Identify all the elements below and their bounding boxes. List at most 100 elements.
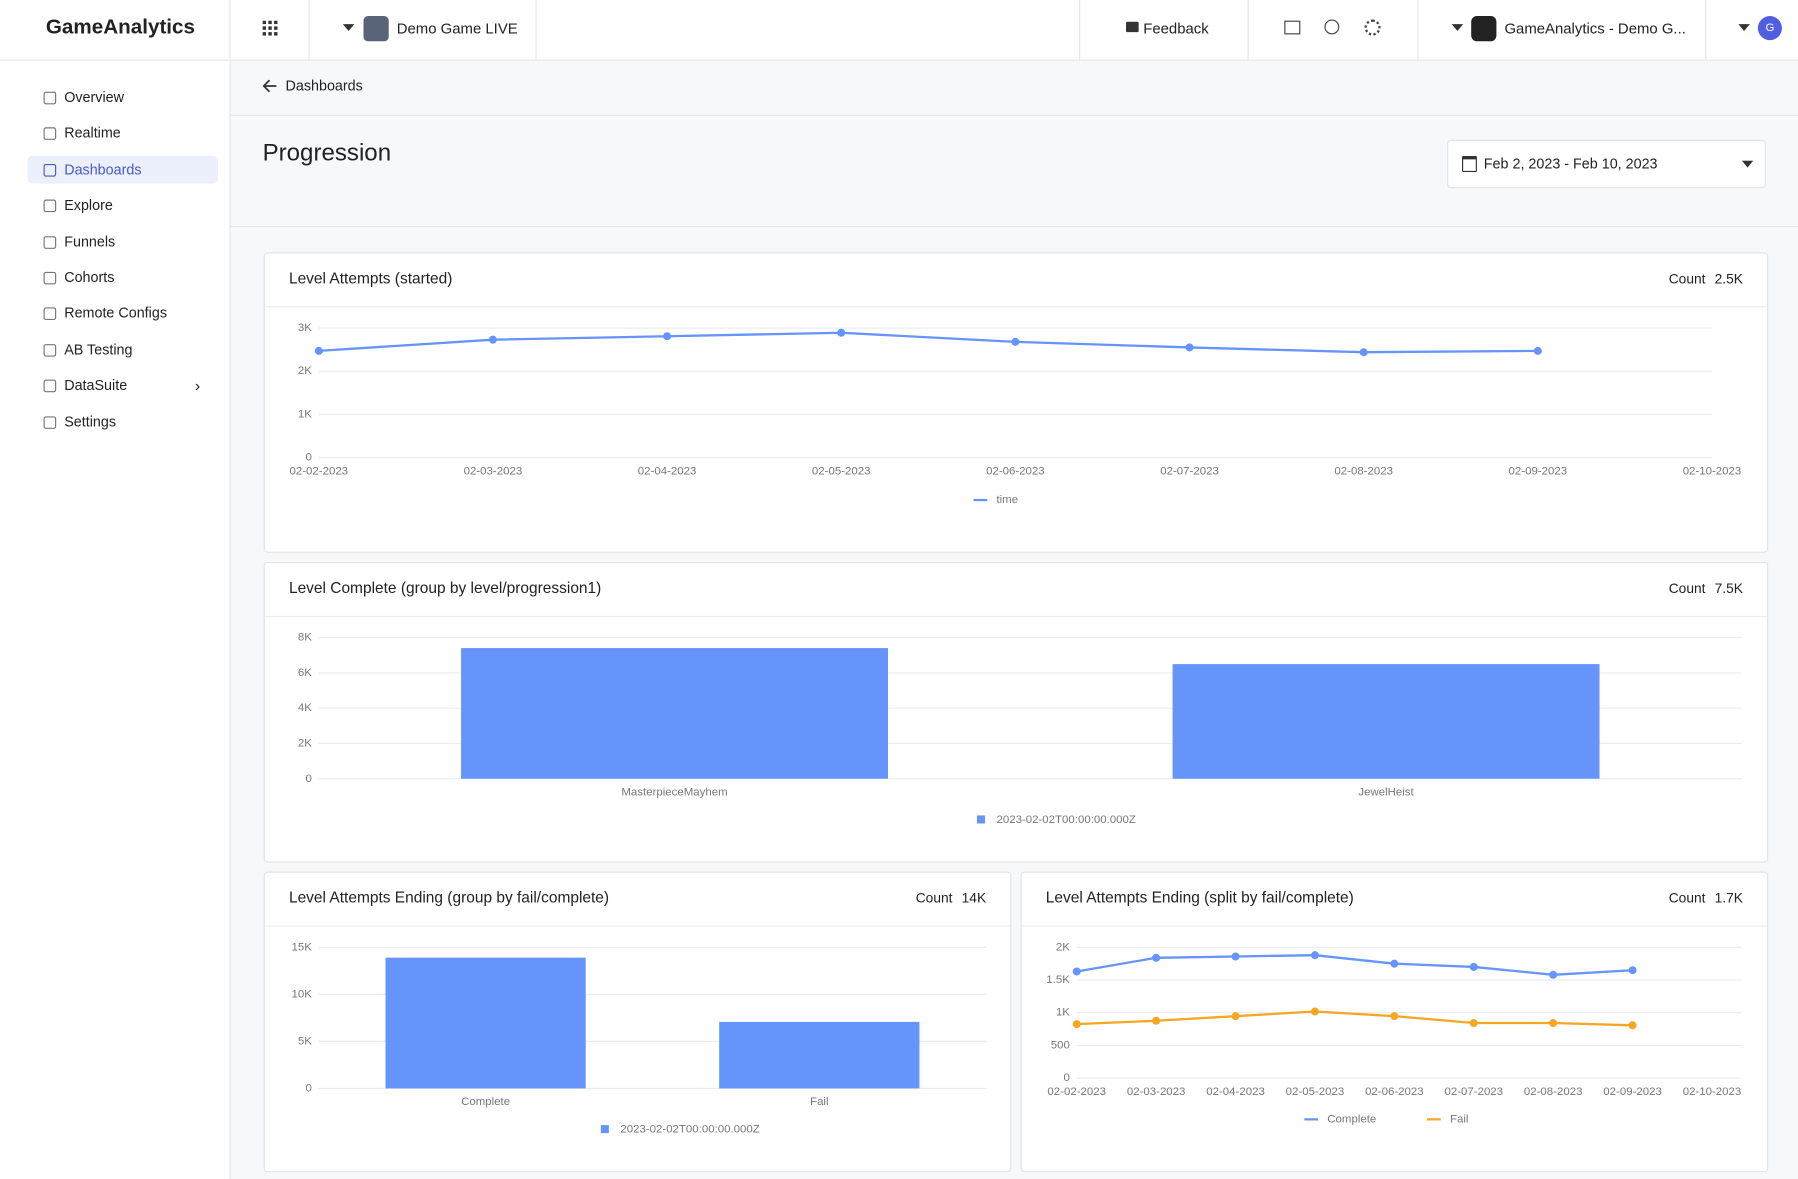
y-tick-label: 500	[1051, 1039, 1070, 1051]
y-tick-label: 8K	[298, 632, 312, 644]
nav-item[interactable]: DataSuite ›	[28, 372, 218, 400]
help-icon[interactable]	[1324, 19, 1340, 35]
series-line	[318, 331, 1538, 354]
dropdown-arrow[interactable]	[342, 23, 356, 32]
settings-icon[interactable]	[1364, 19, 1381, 36]
game-icon	[363, 16, 389, 42]
series-line	[1076, 1010, 1633, 1027]
game-name[interactable]: Demo Game LIVE	[396, 19, 518, 37]
count: Count 2.5K	[1669, 271, 1743, 287]
point	[1310, 951, 1319, 960]
nav-icon	[43, 235, 57, 249]
nav-item[interactable]: AB Testing	[28, 336, 218, 364]
nav-item[interactable]: Settings	[28, 408, 218, 436]
nav-item[interactable]: Remote Configs	[28, 300, 218, 328]
point	[1628, 966, 1637, 975]
bar	[719, 1021, 920, 1089]
x-tick-label: 02-10-2023	[1683, 1086, 1742, 1098]
chart-card: Level Complete (group by level/progressi…	[263, 561, 1769, 863]
y-tick-label: 6K	[298, 667, 312, 679]
chart: 0 2K 4K 6K 8K MasterpieceMayhem JewelHeist 2023…	[298, 632, 1742, 826]
x-tick-label: 02-09-2023	[1603, 1086, 1662, 1098]
point	[1011, 337, 1020, 346]
top-bar: GameAnalytics Demo Game LIVE Feedback Ga…	[0, 0, 1798, 61]
bar	[461, 648, 888, 779]
nav-label: Dashboards	[64, 161, 142, 178]
feedback[interactable]: Feedback	[1143, 19, 1209, 37]
nav-item[interactable]: Cohorts	[28, 264, 218, 292]
x-tick-label: 02-05-2023	[1286, 1086, 1345, 1098]
apps-icon[interactable]	[262, 20, 279, 37]
count: Count 7.5K	[1669, 580, 1743, 596]
nav-icon	[43, 415, 57, 429]
nav-icon	[43, 91, 57, 105]
nav-icon	[43, 343, 57, 357]
legend-label: 2023-02-02T00:00:00.000Z	[620, 1124, 759, 1136]
x-tick-label: 02-04-2023	[638, 465, 697, 477]
date-picker[interactable]: Feb 2, 2023 - Feb 10, 2023	[1447, 139, 1766, 189]
nav-item[interactable]: Funnels	[28, 228, 218, 256]
y-tick-label: 3K	[298, 322, 312, 334]
count-label: Count	[915, 889, 953, 907]
count-value: 1.7K	[1714, 889, 1743, 907]
point	[1359, 348, 1368, 357]
x-tick-label: 02-03-2023	[464, 465, 523, 477]
bar	[385, 957, 586, 1089]
count: Count 1.7K	[1669, 890, 1743, 906]
x-tick-label: 02-02-2023	[1047, 1086, 1106, 1098]
point	[1549, 970, 1558, 979]
x-tick-label: 02-06-2023	[986, 465, 1045, 477]
nav-item[interactable]: Dashboards	[27, 155, 218, 184]
nav-item[interactable]: Overview	[28, 84, 218, 112]
series-line	[1076, 954, 1633, 976]
point	[1152, 953, 1161, 962]
divider	[264, 925, 1011, 927]
nav-item[interactable]: Realtime	[28, 120, 218, 148]
bar	[1172, 664, 1600, 779]
expand-arrow: ›	[194, 376, 201, 395]
avatar[interactable]: G	[1757, 16, 1782, 41]
dropdown-arrow[interactable]	[1737, 23, 1751, 32]
chart-title: Level Attempts (started)	[288, 269, 453, 287]
breadcrumb-bar: Dashboards	[230, 61, 1798, 116]
count-label: Count	[1668, 889, 1706, 907]
chart-title: Level Complete (group by level/progressi…	[288, 579, 602, 597]
chart: 0 5K 10K 15K Complete Fail 2023-02-02T00:00:00…	[292, 941, 987, 1136]
point	[1549, 1019, 1558, 1028]
point	[314, 346, 323, 355]
point	[1390, 1012, 1399, 1021]
y-tick-label: 2K	[1056, 941, 1070, 953]
back-arrow[interactable]	[262, 79, 278, 93]
x-tick-label: 02-09-2023	[1509, 465, 1568, 477]
x-tick-label: MasterpieceMayhem	[621, 787, 727, 799]
logo[interactable]: GameAnalytics	[45, 14, 196, 38]
y-tick-label: 0	[1063, 1072, 1069, 1084]
divider	[230, 225, 1798, 228]
divider	[264, 306, 1768, 308]
nav-label: Explore	[64, 197, 113, 214]
point	[1533, 346, 1542, 355]
x-tick-label: 02-04-2023	[1206, 1086, 1265, 1098]
nav-label: Cohorts	[64, 269, 115, 286]
legend-swatch	[976, 815, 985, 824]
chart: 0 500 1K 1.5K 2K 02-02-2023 02-03-2023 02-04-20…	[1046, 941, 1742, 1125]
point	[1310, 1007, 1319, 1016]
chart-card: Level Attempts (started) Count 2.5K 0 1K 2K 3K…	[263, 252, 1769, 553]
org-icon	[1471, 16, 1497, 42]
nav-icon	[43, 199, 57, 213]
y-tick-label: 5K	[298, 1035, 312, 1047]
calendar-icon	[1462, 155, 1477, 173]
point	[1390, 959, 1399, 968]
nav-label: Settings	[64, 413, 117, 430]
breadcrumb[interactable]: Dashboards	[285, 77, 363, 95]
sidebar: Overview Realtime Dashboards Explore Funnels…	[0, 60, 231, 1179]
dropdown-arrow[interactable]	[1451, 23, 1465, 32]
org-name[interactable]: GameAnalytics - Demo G...	[1504, 19, 1686, 37]
nav-item[interactable]: Explore	[28, 192, 218, 220]
docs-icon[interactable]	[1284, 20, 1301, 35]
x-tick-label: 02-05-2023	[812, 465, 871, 477]
point	[1185, 343, 1194, 352]
point	[1072, 1020, 1081, 1029]
nav-label: Realtime	[64, 125, 121, 142]
